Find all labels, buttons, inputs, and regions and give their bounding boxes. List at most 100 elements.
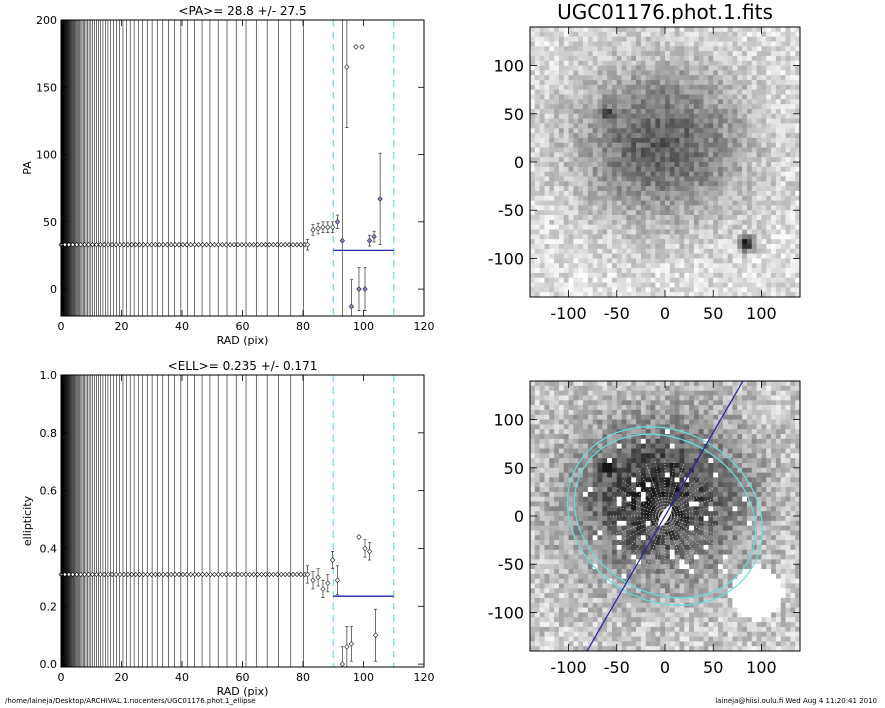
image-pixel xyxy=(742,157,748,163)
image-pixel xyxy=(631,646,637,652)
image-pixel xyxy=(534,511,540,517)
image-pixel xyxy=(607,239,613,245)
image-pixel xyxy=(626,31,632,37)
image-pixel xyxy=(746,41,753,47)
image-pixel xyxy=(746,190,753,197)
image-pixel xyxy=(549,128,555,134)
image-pixel xyxy=(554,224,560,230)
image-pixel xyxy=(636,65,642,71)
image-pixel xyxy=(775,128,782,134)
image-pixel xyxy=(621,176,627,182)
image-pixel xyxy=(631,395,637,401)
image-pixel xyxy=(544,215,550,221)
image-pixel xyxy=(636,94,642,100)
image-pixel xyxy=(616,535,622,541)
image-pixel xyxy=(746,94,753,100)
image-pixel xyxy=(742,36,748,42)
image-pixel xyxy=(746,171,753,177)
image-pixel xyxy=(645,46,651,52)
image-pixel xyxy=(703,229,709,235)
image-pixel xyxy=(631,104,637,110)
image-pixel xyxy=(563,511,569,517)
image-pixel xyxy=(611,554,618,560)
image-pixel xyxy=(563,142,569,148)
image-pixel xyxy=(563,385,569,391)
image-pixel xyxy=(631,205,637,211)
image-pixel xyxy=(549,99,555,105)
image-pixel xyxy=(766,234,772,240)
image-pixel xyxy=(621,162,627,168)
image-pixel xyxy=(530,612,536,618)
image-pixel xyxy=(684,263,690,269)
image-pixel xyxy=(785,287,791,293)
flat-marker xyxy=(227,242,233,248)
image-pixel xyxy=(563,520,569,526)
image-pixel xyxy=(708,186,714,192)
image-pixel xyxy=(761,171,767,177)
image-pixel xyxy=(597,215,603,221)
image-pixel xyxy=(713,70,719,76)
image-pixel xyxy=(563,535,569,541)
image-pixel xyxy=(693,292,700,298)
image-pixel xyxy=(693,200,700,206)
image-pixel xyxy=(679,162,685,168)
image-pixel xyxy=(645,215,651,221)
image-pixel xyxy=(583,641,589,647)
image-pixel xyxy=(674,234,680,240)
image-pixel xyxy=(616,631,622,637)
image-pixel xyxy=(549,554,555,560)
image-pixel xyxy=(597,84,603,90)
image-pixel xyxy=(578,506,584,512)
image-pixel xyxy=(780,46,786,52)
image-pixel xyxy=(607,133,613,139)
image-pixel xyxy=(756,118,762,124)
image-pixel xyxy=(587,501,593,507)
image-pixel xyxy=(611,588,618,594)
chart-title: <PA>= 28.8 +/- 27.5 xyxy=(178,4,306,18)
image-pixel xyxy=(674,31,680,37)
flat-marker xyxy=(243,242,249,248)
image-pixel xyxy=(775,224,782,230)
image-pixel xyxy=(689,118,695,124)
image-pixel xyxy=(607,520,613,526)
image-pixel xyxy=(544,142,550,148)
image-pixel xyxy=(597,137,603,144)
image-pixel xyxy=(737,190,743,197)
image-pixel xyxy=(693,162,700,168)
image-pixel xyxy=(684,142,690,148)
image-pixel xyxy=(718,51,724,57)
image-pixel xyxy=(698,27,704,33)
image-pixel xyxy=(636,142,642,148)
image-pixel xyxy=(631,89,637,95)
image-pixel xyxy=(785,243,791,250)
image-pixel xyxy=(631,75,637,81)
image-pixel xyxy=(568,400,574,406)
image-pixel xyxy=(549,626,555,633)
image-pixel xyxy=(549,453,555,459)
image-pixel xyxy=(650,60,656,66)
image-pixel xyxy=(549,419,555,425)
image-pixel xyxy=(607,549,613,555)
image-pixel xyxy=(771,46,777,52)
image-pixel xyxy=(684,147,690,153)
image-pixel xyxy=(602,282,608,288)
image-pixel xyxy=(621,113,627,119)
image-pixel xyxy=(611,414,618,420)
image-pixel xyxy=(578,128,584,134)
image-pixel xyxy=(693,282,700,288)
image-pixel xyxy=(616,118,622,124)
image-pixel xyxy=(737,171,743,177)
image-pixel xyxy=(636,549,642,555)
image-pixel xyxy=(693,229,700,235)
image-pixel xyxy=(573,573,579,579)
image-pixel xyxy=(597,496,603,502)
image-pixel xyxy=(621,612,627,618)
image-pixel xyxy=(742,89,748,95)
image-pixel xyxy=(746,118,753,124)
image-pixel xyxy=(621,467,627,473)
image-pixel xyxy=(737,239,743,245)
image-pixel xyxy=(539,434,545,440)
image-pixel xyxy=(636,239,642,245)
image-pixel xyxy=(679,282,685,288)
image-pixel xyxy=(611,429,618,435)
